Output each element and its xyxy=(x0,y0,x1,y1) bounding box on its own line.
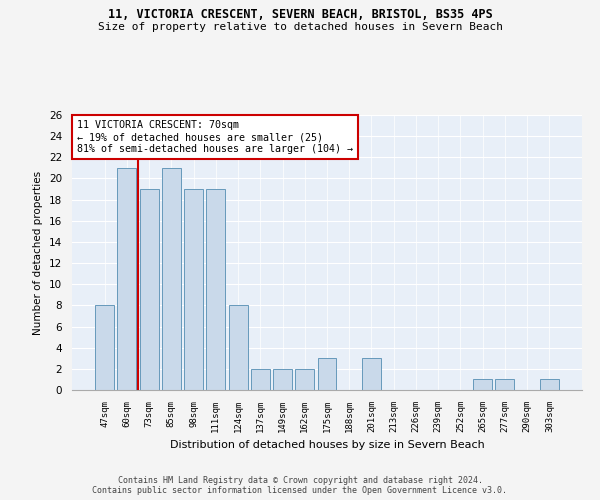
Bar xyxy=(317,358,337,390)
Bar xyxy=(162,168,181,390)
Bar xyxy=(184,189,203,390)
Bar xyxy=(229,306,248,390)
X-axis label: Distribution of detached houses by size in Severn Beach: Distribution of detached houses by size … xyxy=(170,440,484,450)
Bar xyxy=(273,369,292,390)
Text: Contains HM Land Registry data © Crown copyright and database right 2024.
Contai: Contains HM Land Registry data © Crown c… xyxy=(92,476,508,495)
Bar xyxy=(251,369,270,390)
Bar xyxy=(540,380,559,390)
Text: Size of property relative to detached houses in Severn Beach: Size of property relative to detached ho… xyxy=(97,22,503,32)
Text: 11, VICTORIA CRESCENT, SEVERN BEACH, BRISTOL, BS35 4PS: 11, VICTORIA CRESCENT, SEVERN BEACH, BRI… xyxy=(107,8,493,20)
Bar xyxy=(496,380,514,390)
Bar xyxy=(140,189,158,390)
Bar xyxy=(362,358,381,390)
Bar xyxy=(206,189,225,390)
Bar xyxy=(473,380,492,390)
Bar xyxy=(295,369,314,390)
Text: 11 VICTORIA CRESCENT: 70sqm
← 19% of detached houses are smaller (25)
81% of sem: 11 VICTORIA CRESCENT: 70sqm ← 19% of det… xyxy=(77,120,353,154)
Y-axis label: Number of detached properties: Number of detached properties xyxy=(34,170,43,334)
Bar xyxy=(95,306,114,390)
Bar xyxy=(118,168,136,390)
